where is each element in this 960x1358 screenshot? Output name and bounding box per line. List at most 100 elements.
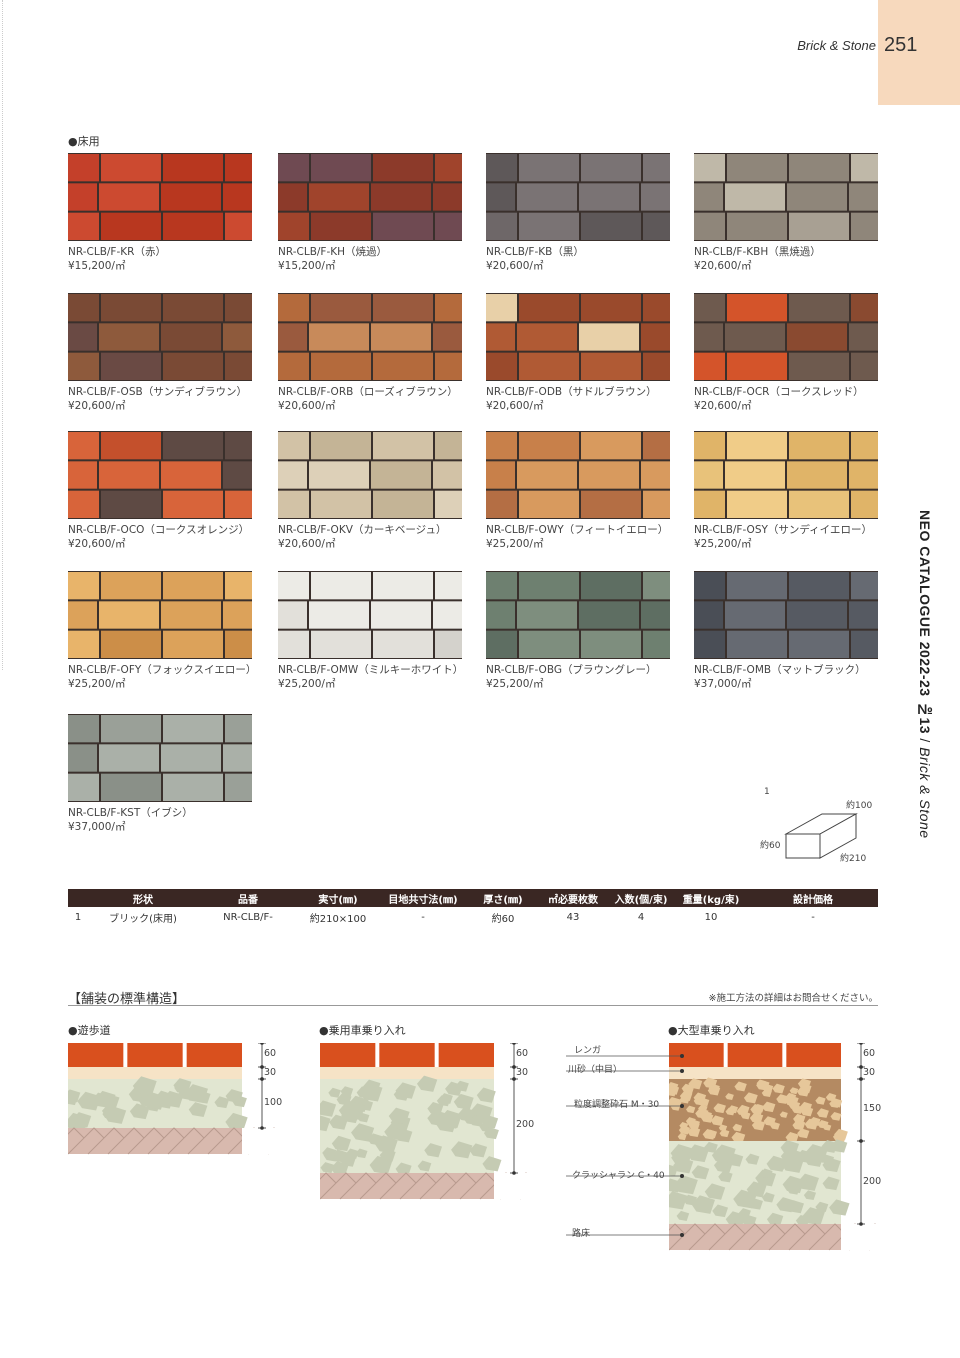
product-price: ¥20,600/㎡ — [694, 400, 752, 412]
product-price: ¥25,200/㎡ — [694, 538, 752, 550]
swatch-caption: NR-CLB/F-KB（黒） ¥20,600/㎡ — [486, 245, 584, 273]
dimension-line — [857, 1043, 865, 1226]
table-cell: 約60 — [491, 913, 515, 925]
brick-swatch-image — [68, 431, 252, 519]
brick-dimension-drawing — [784, 813, 858, 859]
paving-title: 【舗装の標準構造】 — [68, 992, 186, 1007]
product-code: NR-CLB/F-KR（赤） — [68, 246, 166, 258]
dimension-label: 100 — [264, 1096, 283, 1108]
brick-swatch — [278, 431, 462, 519]
col-header: 実寸(㎜) — [298, 889, 378, 907]
brick-swatch — [486, 153, 670, 241]
brick-swatch — [68, 571, 252, 659]
dimension-label: 30 — [863, 1067, 876, 1078]
product-code: NR-CLB/F-OCO（コークスオレンジ） — [68, 524, 250, 536]
margin-dots — [2, 0, 3, 670]
swatch-caption: NR-CLB/F-KST（イブシ） ¥37,000/㎡ — [68, 806, 193, 834]
swatch-caption: NR-CLB/F-OKV（カーキベージュ） ¥20,600/㎡ — [278, 523, 446, 551]
sand-layer — [669, 1067, 841, 1079]
product-code: NR-CLB/F-OCR（コークスレッド） — [694, 386, 864, 398]
product-code: NR-CLB/F-ORB（ローズィブラウン） — [278, 386, 458, 398]
product-code: NR-CLB/F-OMB（マットブラック） — [694, 664, 866, 676]
product-code: NR-CLB/F-ODB（サドルブラウン） — [486, 386, 657, 398]
table-row: 1 ブリック(床用) NR-CLB/F- 約210×100 - 約60 43 4… — [68, 907, 878, 927]
brick-swatch-image — [278, 293, 462, 381]
table-cell: 約210×100 — [309, 913, 367, 925]
dimension-label: 60 — [863, 1048, 876, 1059]
page-number: 251 — [884, 34, 918, 56]
brick-swatch-image — [278, 153, 462, 241]
gravel-layer — [68, 1076, 248, 1132]
table-cell: - — [421, 911, 425, 923]
table-cell: NR-CLB/F- — [223, 911, 273, 923]
brick-swatch-image — [694, 571, 878, 659]
swatch-caption: NR-CLB/F-KH（焼過） ¥15,200/㎡ — [278, 245, 387, 273]
brick-swatch — [68, 153, 252, 241]
brick-swatch — [694, 571, 878, 659]
side-separator: / — [917, 734, 933, 748]
dimension-item-number: 1 — [764, 787, 770, 797]
dimension-label: 60 — [264, 1048, 277, 1059]
brick-swatch — [68, 293, 252, 381]
swatch-caption: NR-CLB/F-KR（赤） ¥15,200/㎡ — [68, 245, 166, 273]
pavement-cross-section — [320, 1043, 544, 1200]
sand-layer — [320, 1067, 494, 1079]
brick-swatch — [486, 431, 670, 519]
brick-layer — [320, 1043, 494, 1067]
brick-swatch — [278, 153, 462, 241]
section-name: Brick & Stone — [917, 747, 933, 839]
subgrade-layer — [320, 1172, 544, 1200]
subgrade-layer — [669, 1223, 891, 1251]
dimension-label: 200 — [516, 1119, 535, 1130]
dimension-length: 約210 — [840, 854, 867, 864]
brick-swatch-image — [278, 431, 462, 519]
dimension-label: 150 — [863, 1103, 882, 1114]
layer-label-sand: 川砂（中目） — [568, 1065, 623, 1075]
walkway-label: ●遊歩道 — [68, 1024, 111, 1037]
product-code: NR-CLB/F-OSB（サンディブラウン） — [68, 386, 247, 398]
product-code: NR-CLB/F-OSY（サンディイエロー） — [694, 524, 873, 536]
spec-table-header: 形状 品番 実寸(㎜) 目地共寸法(㎜) 厚さ(㎜) ㎡必要枚数 入数(個/束)… — [68, 889, 878, 907]
col-header: 目地共寸法(㎜) — [378, 889, 468, 907]
paving-note: ※施工方法の詳細はお問合せください。 — [708, 993, 878, 1004]
brick-layer — [68, 1043, 242, 1067]
product-price: ¥25,200/㎡ — [486, 538, 544, 550]
dimension-height: 約60 — [760, 841, 781, 851]
product-code: NR-CLB/F-OBG（ブラウングレー） — [486, 664, 657, 676]
brick-swatch-image — [694, 293, 878, 381]
table-cell: ブリック(床用) — [109, 913, 177, 925]
brick-swatch — [486, 293, 670, 381]
product-code: NR-CLB/F-KH（焼過） — [278, 246, 388, 258]
product-price: ¥20,600/㎡ — [68, 538, 126, 550]
product-price: ¥37,000/㎡ — [68, 821, 126, 833]
col-header: 厚さ(㎜) — [468, 889, 538, 907]
product-price: ¥20,600/㎡ — [68, 400, 126, 412]
brick-layer — [669, 1043, 841, 1067]
col-header: 設計価格 — [748, 889, 878, 907]
layer-leader-lines — [566, 1054, 684, 1237]
product-price: ¥20,600/㎡ — [278, 538, 336, 550]
brick-swatch — [278, 293, 462, 381]
brick-swatch — [68, 431, 252, 519]
col-header: 入数(個/束) — [608, 889, 674, 907]
brick-swatch-image — [68, 153, 252, 241]
layer-label-subgrade: 路床 — [572, 1229, 591, 1239]
product-price: ¥25,200/㎡ — [486, 678, 544, 690]
dimension-label: 60 — [516, 1048, 529, 1059]
product-code: NR-CLB/F-OFY（フォックスイエロー） — [68, 664, 257, 676]
brick-swatch — [694, 293, 878, 381]
swatch-caption: NR-CLB/F-OBG（ブラウングレー） ¥25,200/㎡ — [486, 663, 656, 691]
pavement-cross-section — [68, 1043, 292, 1155]
product-code: NR-CLB/F-KBH（黒焼過） — [694, 246, 821, 258]
swatch-caption: NR-CLB/F-OFY（フォックスイエロー） ¥25,200/㎡ — [68, 663, 256, 691]
running-title: Brick & Stone — [797, 38, 876, 53]
table-cell: 1 — [74, 911, 82, 923]
swatch-caption: NR-CLB/F-OMB（マットブラック） ¥37,000/㎡ — [694, 663, 866, 691]
product-price: ¥25,200/㎡ — [278, 678, 336, 690]
page-tab — [878, 0, 960, 105]
gravel-layer — [669, 1139, 850, 1228]
layer-label-brick: レンガ — [574, 1046, 602, 1056]
brick-swatch-image — [278, 571, 462, 659]
dimension-label: 30 — [264, 1067, 277, 1078]
product-price: ¥25,200/㎡ — [68, 678, 126, 690]
